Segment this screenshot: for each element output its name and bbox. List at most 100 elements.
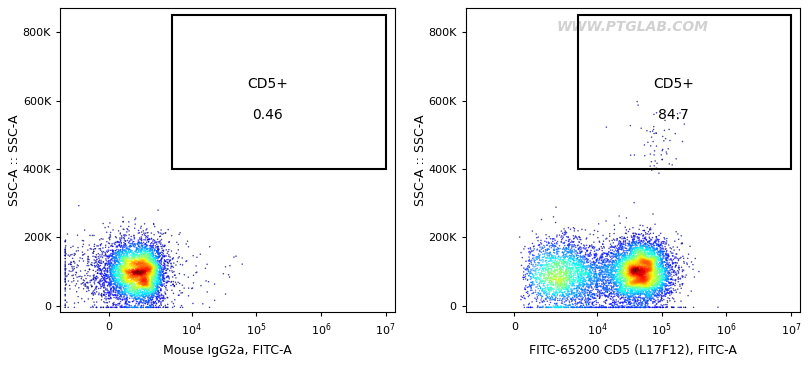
Point — [634, 270, 647, 276]
Point — [560, 269, 573, 274]
Point — [137, 300, 150, 306]
Point — [146, 283, 159, 288]
Point — [633, 275, 646, 281]
Point — [89, 260, 102, 265]
Point — [604, 247, 617, 253]
Point — [672, 304, 684, 310]
Point — [545, 271, 558, 277]
Point — [118, 268, 131, 273]
Point — [649, 286, 662, 292]
Point — [640, 260, 653, 266]
Point — [127, 273, 139, 279]
Point — [160, 274, 173, 280]
Point — [571, 263, 584, 269]
Point — [627, 271, 640, 277]
Point — [629, 246, 642, 252]
Point — [628, 258, 641, 264]
Point — [152, 230, 165, 236]
Point — [525, 274, 538, 280]
Point — [112, 289, 125, 295]
Point — [624, 275, 637, 281]
Point — [101, 283, 114, 289]
Point — [629, 279, 642, 285]
Point — [630, 274, 643, 280]
Point — [131, 274, 144, 280]
Point — [108, 292, 121, 297]
Point — [574, 265, 587, 270]
Point — [137, 265, 150, 271]
Point — [633, 264, 646, 270]
Point — [541, 287, 554, 292]
Point — [540, 260, 553, 265]
Point — [67, 255, 79, 261]
Point — [576, 275, 589, 281]
Point — [617, 289, 630, 295]
Point — [60, 299, 73, 305]
Point — [643, 257, 656, 262]
Point — [122, 249, 135, 255]
Point — [611, 236, 624, 242]
Point — [539, 267, 552, 273]
Point — [629, 239, 642, 245]
Point — [660, 236, 673, 242]
Point — [633, 280, 646, 285]
Point — [536, 270, 549, 276]
Point — [542, 295, 555, 301]
Point — [144, 251, 157, 257]
Point — [645, 279, 658, 285]
Point — [110, 277, 123, 283]
Point — [634, 264, 647, 270]
Point — [653, 263, 666, 269]
Point — [670, 262, 683, 268]
Point — [159, 230, 172, 236]
Point — [629, 231, 642, 237]
Point — [648, 251, 661, 257]
Point — [564, 250, 577, 256]
Point — [621, 292, 634, 298]
Point — [642, 251, 655, 257]
Point — [143, 304, 156, 310]
Point — [581, 292, 594, 298]
Point — [520, 258, 533, 264]
Point — [131, 269, 144, 275]
Point — [637, 282, 650, 288]
Point — [621, 268, 634, 274]
Point — [646, 252, 659, 258]
Point — [593, 272, 606, 277]
Point — [120, 243, 133, 249]
Point — [152, 304, 165, 310]
Point — [567, 304, 580, 310]
Point — [617, 240, 630, 246]
Point — [115, 256, 128, 262]
Point — [155, 278, 168, 284]
Point — [621, 241, 634, 246]
Point — [643, 274, 656, 280]
Point — [615, 263, 628, 269]
Point — [644, 265, 657, 271]
Point — [109, 255, 122, 261]
Point — [626, 242, 639, 247]
Point — [600, 297, 613, 303]
Point — [548, 274, 561, 280]
Point — [637, 304, 650, 310]
Point — [118, 297, 131, 303]
Point — [605, 285, 618, 291]
Point — [588, 261, 601, 267]
Point — [121, 271, 134, 277]
Point — [104, 247, 117, 253]
Point — [139, 260, 152, 266]
Point — [569, 262, 582, 268]
Point — [132, 265, 145, 271]
Point — [647, 288, 660, 293]
Point — [650, 270, 663, 276]
Point — [551, 272, 564, 277]
Point — [98, 275, 111, 281]
Point — [123, 285, 136, 291]
Point — [125, 259, 138, 265]
Point — [636, 280, 649, 286]
Point — [127, 264, 140, 270]
Point — [111, 257, 124, 262]
Point — [626, 283, 639, 288]
Point — [120, 266, 133, 272]
Point — [659, 265, 672, 271]
